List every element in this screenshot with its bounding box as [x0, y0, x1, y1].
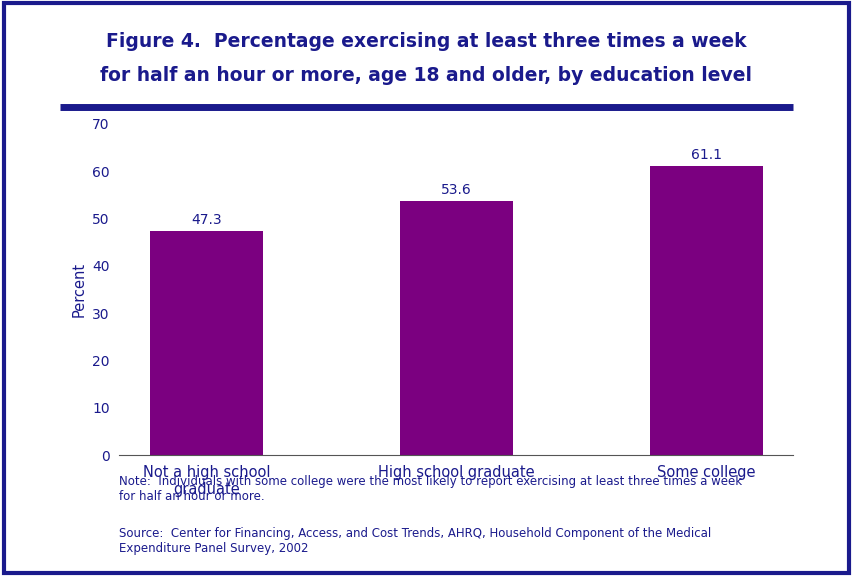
Bar	[150, 231, 262, 455]
Y-axis label: Percent: Percent	[72, 262, 86, 317]
Text: 53.6: 53.6	[440, 183, 471, 197]
Bar	[649, 166, 762, 455]
Bar	[400, 202, 512, 455]
Text: 47.3: 47.3	[191, 213, 222, 227]
Text: Source:  Center for Financing, Access, and Cost Trends, AHRQ, Household Componen: Source: Center for Financing, Access, an…	[119, 527, 711, 555]
Text: for half an hour or more, age 18 and older, by education level: for half an hour or more, age 18 and old…	[101, 66, 751, 85]
Text: Note:  Individuals with some college were the most likely to report exercising a: Note: Individuals with some college were…	[119, 475, 742, 503]
Text: 61.1: 61.1	[690, 147, 721, 162]
Text: Figure 4.  Percentage exercising at least three times a week: Figure 4. Percentage exercising at least…	[106, 32, 746, 51]
